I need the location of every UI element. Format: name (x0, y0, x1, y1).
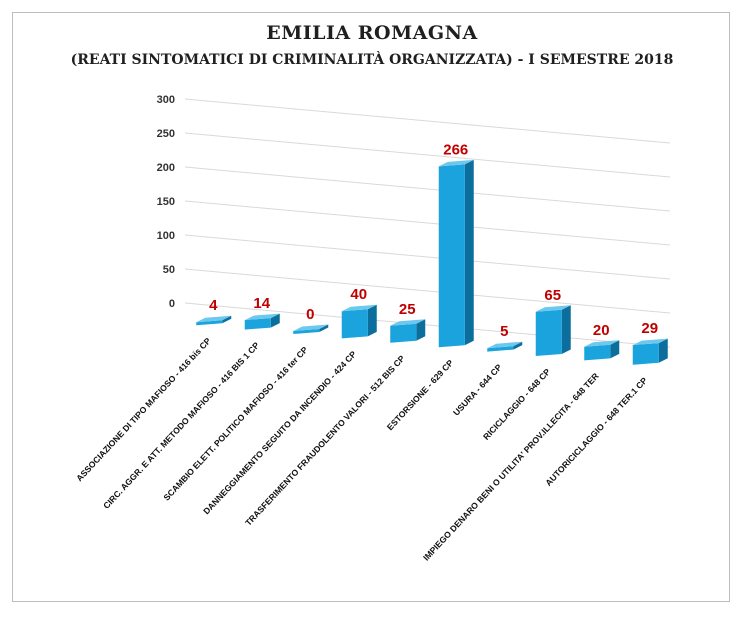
data-label: 14 (253, 295, 270, 312)
bar-top (632, 338, 668, 346)
gridline (184, 132, 671, 178)
y-tick-label: 100 (157, 230, 175, 242)
y-tick-label: 250 (157, 128, 175, 140)
y-tick-label: 150 (157, 196, 175, 208)
bar (244, 318, 271, 330)
data-label: 29 (641, 320, 658, 337)
y-tick-label: 50 (163, 264, 175, 276)
bar-top (244, 313, 280, 321)
bar-top (487, 341, 523, 349)
bar-side (319, 324, 329, 332)
gridline (184, 98, 671, 144)
bar-top (341, 304, 377, 312)
bar-side (222, 315, 232, 324)
bar (293, 329, 320, 334)
gridline (184, 166, 671, 212)
data-label: 266 (443, 141, 468, 158)
y-tick-label: 200 (157, 162, 175, 174)
chart-title: EMILIA ROMAGNA (266, 22, 478, 44)
bar-side (561, 305, 571, 354)
bar (438, 164, 465, 348)
data-label: 65 (544, 287, 561, 304)
bar-top (390, 319, 426, 326)
bar-side (367, 304, 377, 337)
bar (487, 346, 514, 352)
data-label: 5 (500, 323, 508, 340)
bar-side (658, 338, 668, 363)
bar-side (464, 159, 474, 346)
bar-top (584, 340, 620, 347)
y-tick-label: 0 (169, 298, 175, 310)
category-label: AUTORICICLAGGIO - 648 TER.1 CP (543, 375, 649, 488)
y-tick-label: 300 (157, 94, 175, 106)
bar-side (610, 340, 620, 359)
bar-top (535, 305, 571, 312)
chart-subtitle: (REATI SINTOMATICI DI CRIMINALITÀ ORGANI… (70, 52, 674, 68)
bar (535, 309, 562, 356)
category-label: USURA - 644 CP (451, 362, 504, 418)
data-label: 20 (593, 322, 610, 339)
bar (584, 344, 611, 361)
bar-top (196, 315, 232, 323)
gridline (184, 200, 671, 246)
bar-top (293, 324, 329, 331)
data-label: 40 (350, 286, 367, 303)
bar-top (438, 159, 474, 167)
data-label: 25 (399, 301, 416, 318)
category-label: IMPIEGO DENARO BENI O UTILITA' PROV.ILLE… (421, 370, 601, 562)
gridline (184, 268, 671, 314)
bar (196, 320, 223, 326)
gridline (184, 234, 671, 280)
bar-side (270, 313, 280, 328)
bar (341, 309, 368, 339)
bar-side (416, 319, 426, 341)
bar (632, 343, 659, 365)
data-label: 0 (306, 306, 314, 323)
data-label: 4 (209, 297, 218, 314)
bar-side (513, 341, 523, 350)
gridline (184, 302, 671, 348)
bar (390, 323, 417, 343)
